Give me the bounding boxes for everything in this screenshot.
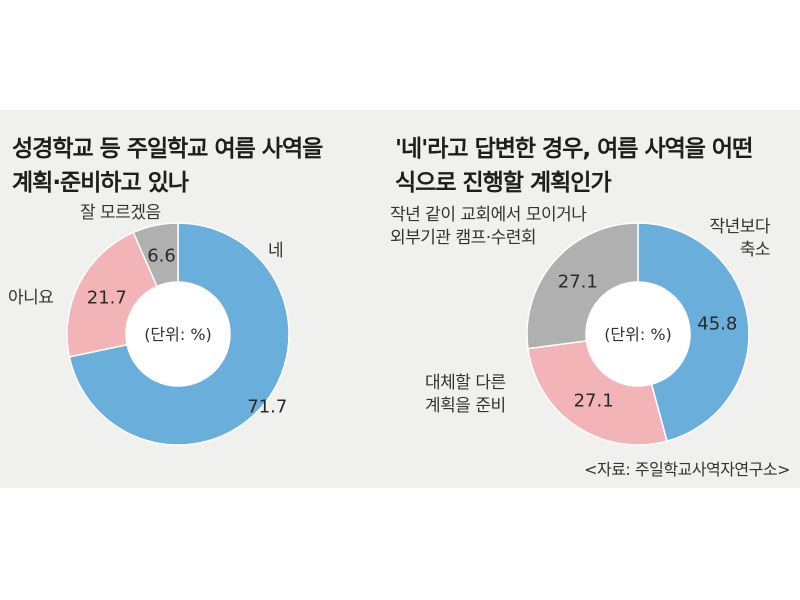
chart-1-value-3: 6.6 xyxy=(147,246,176,267)
donut-chart-2: 45.8 27.1 27.1 (단위: %) xyxy=(526,222,750,446)
chart-2-label-gather-line-1: 작년 같이 교회에서 모이거나 xyxy=(390,205,587,225)
chart-2-value-1: 45.8 xyxy=(697,313,737,334)
chart-1-slice-2 xyxy=(66,231,159,358)
chart-2-value-2: 27.1 xyxy=(574,391,614,412)
chart-1-label-no: 아니요 xyxy=(8,288,54,308)
chart-1-label-yes: 네 xyxy=(268,241,284,261)
chart-1-title-line-1: 성경학교 등 주일학교 여름 사역을 xyxy=(12,136,323,162)
chart-2-label-alternative-line-1: 대체할 다른 xyxy=(425,373,506,393)
chart-2-label-reduce: 작년보다 축소 xyxy=(709,216,770,262)
chart-2-label-reduce-line-2: 축소 xyxy=(739,240,771,260)
chart-2-title-line-2: 식으로 진행할 계획인가 xyxy=(395,170,612,196)
chart-2-label-reduce-line-1: 작년보다 xyxy=(709,217,770,237)
chart-1-donut-hole xyxy=(126,282,230,386)
chart-2-label-gather-line-2: 외부기관 캠프·수련회 xyxy=(390,228,537,248)
chart-1-label-unsure: 잘 모르겠음 xyxy=(80,203,161,223)
chart-2-label-alternative: 대체할 다른 계획을 준비 xyxy=(425,372,506,418)
chart-1-unit-label: (단위: %) xyxy=(144,325,212,344)
donut-chart-1: 71.7 21.7 6.6 (단위: %) xyxy=(66,222,290,446)
chart-1-value-2: 21.7 xyxy=(87,287,127,308)
chart-1-title: 성경학교 등 주일학교 여름 사역을 계획·준비하고 있나 xyxy=(12,132,323,200)
chart-2-donut-hole xyxy=(586,282,690,386)
chart-2-title: '네'라고 답변한 경우, 여름 사역을 어떤 식으로 진행할 계획인가 xyxy=(395,132,753,200)
chart-1-title-line-2: 계획·준비하고 있나 xyxy=(12,170,189,196)
chart-1-slice-1 xyxy=(68,222,290,446)
infographic-panel: 71.7 21.7 6.6 (단위: %) 45.8 27.1 27.1 (단위: %) 성… xyxy=(0,110,800,488)
source-credit: <자료: 주일학교사역자연구소> xyxy=(584,460,790,479)
chart-2-title-line-1: '네'라고 답변한 경우, 여름 사역을 어떤 xyxy=(395,136,753,162)
chart-2-unit-label: (단위: %) xyxy=(604,325,672,344)
chart-2-value-3: 27.1 xyxy=(558,271,598,292)
chart-2-label-alternative-line-2: 계획을 준비 xyxy=(425,396,506,416)
chart-2-label-gather: 작년 같이 교회에서 모이거나 외부기관 캠프·수련회 xyxy=(390,204,587,250)
chart-1-value-1: 71.7 xyxy=(247,396,287,417)
